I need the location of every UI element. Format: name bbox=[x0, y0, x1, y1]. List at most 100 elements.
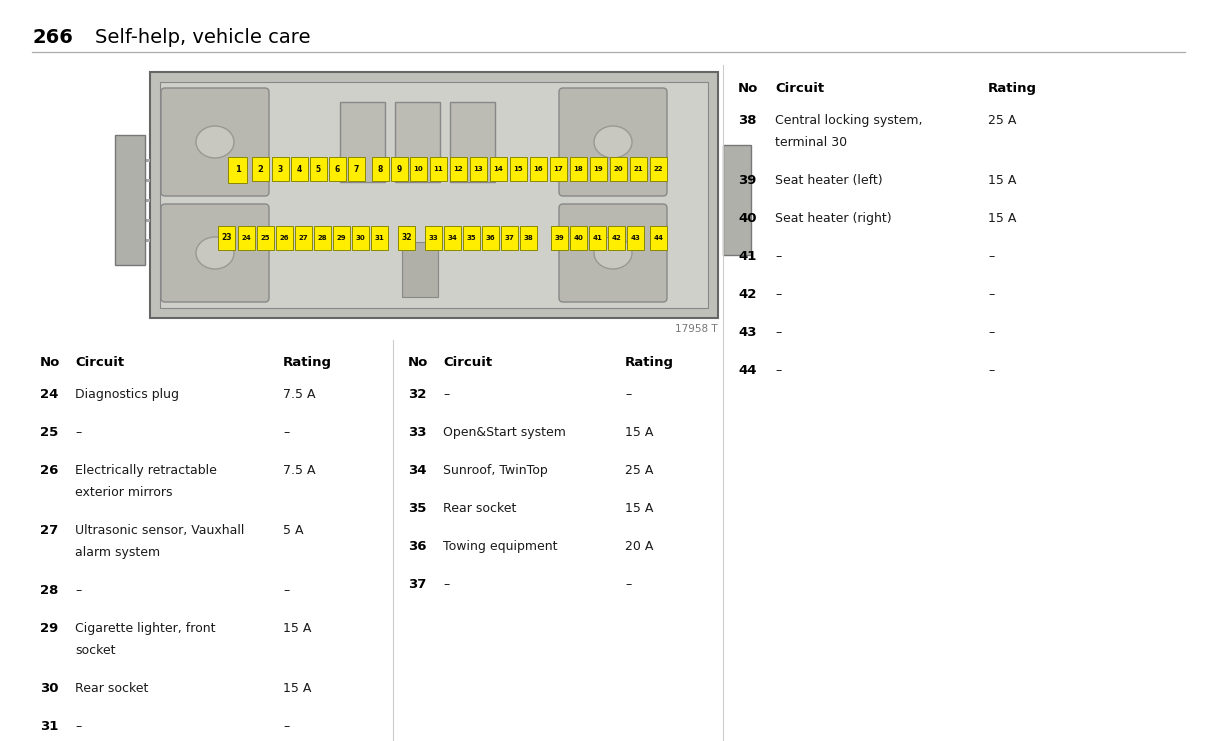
Text: 22: 22 bbox=[654, 166, 663, 172]
Text: 21: 21 bbox=[634, 166, 644, 172]
Bar bbox=[650, 226, 667, 250]
Bar bbox=[490, 157, 507, 181]
Text: –: – bbox=[626, 388, 632, 401]
Text: –: – bbox=[443, 388, 449, 401]
Text: 41: 41 bbox=[593, 235, 602, 241]
Text: Rating: Rating bbox=[284, 356, 332, 369]
Text: –: – bbox=[988, 364, 994, 377]
Bar bbox=[650, 157, 667, 181]
Text: 12: 12 bbox=[454, 166, 464, 172]
Text: 40: 40 bbox=[573, 235, 583, 241]
Bar bbox=[608, 226, 626, 250]
Text: Self-help, vehicle care: Self-help, vehicle care bbox=[95, 28, 310, 47]
FancyArrow shape bbox=[120, 159, 150, 162]
Text: exterior mirrors: exterior mirrors bbox=[75, 486, 173, 499]
Text: 28: 28 bbox=[318, 235, 327, 241]
Bar bbox=[444, 226, 461, 250]
Text: Sunroof, TwinTop: Sunroof, TwinTop bbox=[443, 464, 548, 477]
Text: –: – bbox=[775, 326, 781, 339]
Text: 43: 43 bbox=[738, 326, 757, 339]
Text: 33: 33 bbox=[408, 426, 426, 439]
Text: 17: 17 bbox=[554, 166, 563, 172]
FancyBboxPatch shape bbox=[161, 88, 269, 196]
Text: 266: 266 bbox=[32, 28, 73, 47]
Text: Seat heater (left): Seat heater (left) bbox=[775, 174, 882, 187]
Text: 29: 29 bbox=[40, 622, 58, 635]
Bar bbox=[470, 157, 487, 181]
Text: 40: 40 bbox=[738, 212, 757, 225]
Text: Ultrasonic sensor, Vauxhall: Ultrasonic sensor, Vauxhall bbox=[75, 524, 245, 537]
Text: 26: 26 bbox=[280, 235, 290, 241]
Text: 4: 4 bbox=[297, 165, 302, 173]
Text: 25 A: 25 A bbox=[988, 114, 1016, 127]
Bar bbox=[520, 226, 537, 250]
Text: 28: 28 bbox=[40, 584, 58, 597]
Text: 26: 26 bbox=[40, 464, 58, 477]
Bar bbox=[430, 157, 447, 181]
FancyBboxPatch shape bbox=[559, 204, 667, 302]
Bar bbox=[218, 226, 235, 250]
Bar bbox=[570, 157, 587, 181]
Text: 31: 31 bbox=[40, 720, 58, 733]
Text: 38: 38 bbox=[738, 114, 757, 127]
Text: 34: 34 bbox=[408, 464, 426, 477]
Text: 9: 9 bbox=[397, 165, 402, 173]
Text: 44: 44 bbox=[738, 364, 757, 377]
Text: 7: 7 bbox=[354, 165, 359, 173]
Text: –: – bbox=[75, 720, 82, 733]
Bar bbox=[630, 157, 647, 181]
Bar bbox=[551, 226, 568, 250]
Text: 18: 18 bbox=[573, 166, 583, 172]
Text: Cigarette lighter, front: Cigarette lighter, front bbox=[75, 622, 215, 635]
Text: 43: 43 bbox=[630, 235, 640, 241]
Text: 32: 32 bbox=[408, 388, 426, 401]
Text: 19: 19 bbox=[594, 166, 604, 172]
Text: 27: 27 bbox=[298, 235, 308, 241]
Bar bbox=[310, 157, 327, 181]
Bar bbox=[627, 226, 644, 250]
Text: Towing equipment: Towing equipment bbox=[443, 540, 557, 553]
Bar bbox=[402, 242, 438, 297]
Text: –: – bbox=[284, 426, 290, 439]
Bar bbox=[295, 226, 312, 250]
Text: Seat heater (right): Seat heater (right) bbox=[775, 212, 892, 225]
Text: Open&Start system: Open&Start system bbox=[443, 426, 566, 439]
Text: 15 A: 15 A bbox=[284, 622, 312, 635]
FancyBboxPatch shape bbox=[161, 204, 269, 302]
Bar bbox=[348, 157, 365, 181]
Bar bbox=[314, 226, 331, 250]
Bar bbox=[333, 226, 350, 250]
Bar bbox=[114, 135, 145, 265]
Text: 33: 33 bbox=[428, 235, 438, 241]
Bar bbox=[410, 157, 427, 181]
Bar bbox=[329, 157, 346, 181]
Text: 11: 11 bbox=[433, 166, 443, 172]
Text: 37: 37 bbox=[505, 235, 515, 241]
Text: 5 A: 5 A bbox=[284, 524, 303, 537]
Text: 25: 25 bbox=[260, 235, 270, 241]
Text: 7.5 A: 7.5 A bbox=[284, 388, 315, 401]
Text: 39: 39 bbox=[555, 235, 565, 241]
Bar bbox=[150, 72, 718, 318]
Text: 37: 37 bbox=[408, 578, 426, 591]
Text: 15 A: 15 A bbox=[988, 174, 1016, 187]
Bar bbox=[398, 226, 415, 250]
Bar bbox=[291, 157, 308, 181]
Text: 20: 20 bbox=[613, 166, 623, 172]
Text: –: – bbox=[626, 578, 632, 591]
Bar bbox=[462, 226, 479, 250]
Text: 32: 32 bbox=[402, 233, 411, 242]
Text: 10: 10 bbox=[414, 166, 424, 172]
Text: 24: 24 bbox=[242, 235, 252, 241]
Ellipse shape bbox=[196, 237, 234, 269]
Text: 1: 1 bbox=[235, 165, 241, 174]
Text: Central locking system,: Central locking system, bbox=[775, 114, 922, 127]
Text: 39: 39 bbox=[738, 174, 757, 187]
Bar bbox=[276, 226, 293, 250]
Text: Rear socket: Rear socket bbox=[443, 502, 516, 515]
Text: 34: 34 bbox=[448, 235, 458, 241]
Bar bbox=[529, 157, 546, 181]
Bar bbox=[501, 226, 518, 250]
Bar bbox=[159, 82, 708, 308]
Text: 42: 42 bbox=[612, 235, 622, 241]
